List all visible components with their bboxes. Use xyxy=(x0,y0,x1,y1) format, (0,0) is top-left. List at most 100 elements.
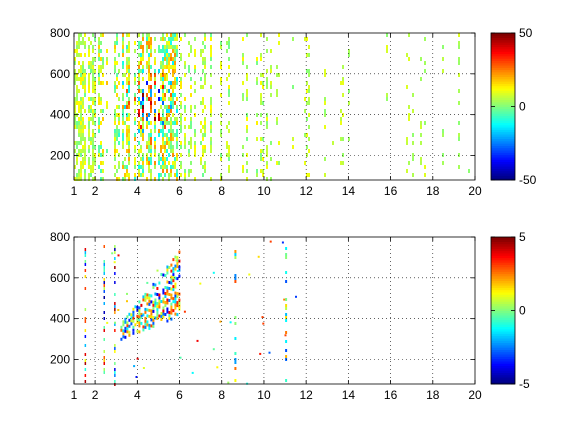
heatmap-cell xyxy=(162,309,165,313)
heatmap-cell xyxy=(158,281,161,285)
heatmap-cell xyxy=(202,41,204,45)
heatmap-cell xyxy=(150,294,153,298)
heatmap-cell xyxy=(200,157,202,161)
heatmap-cell xyxy=(122,133,124,137)
heatmap-cell xyxy=(158,89,160,93)
heatmap-cell xyxy=(158,302,161,306)
heatmap-cell xyxy=(146,302,149,306)
heatmap-cell xyxy=(142,89,144,93)
heatmap-cell xyxy=(180,57,182,61)
heatmap-cell xyxy=(168,81,170,85)
heatmap-cell xyxy=(136,357,139,360)
heatmap-cell xyxy=(116,177,118,181)
heatmap-cell xyxy=(122,145,124,149)
heatmap-cell xyxy=(142,313,145,317)
heatmap-cell xyxy=(84,260,87,263)
heatmap-cell xyxy=(140,101,142,105)
heatmap-cell xyxy=(162,157,164,161)
heatmap-cell xyxy=(154,292,157,296)
heatmap-cell xyxy=(122,49,124,53)
heatmap-cell xyxy=(92,73,94,77)
heatmap-cell xyxy=(246,153,248,157)
heatmap-cell xyxy=(219,320,222,323)
heatmap-cell xyxy=(126,77,128,81)
heatmap-cell xyxy=(234,256,237,259)
heatmap-cell xyxy=(118,117,120,121)
heatmap-cell xyxy=(266,49,268,53)
heatmap-cell xyxy=(162,97,164,101)
heatmap-cell xyxy=(76,49,78,53)
heatmap-cell xyxy=(190,117,192,121)
heatmap-cell xyxy=(166,109,168,113)
heatmap-cell xyxy=(164,57,166,61)
heatmap-cell xyxy=(162,300,165,304)
heatmap-cell xyxy=(128,125,130,129)
heatmap-cell xyxy=(172,37,174,41)
heatmap-cell xyxy=(126,137,128,141)
heatmap-cell xyxy=(128,157,130,161)
heatmap-cell xyxy=(266,121,268,125)
heatmap-cell xyxy=(158,113,160,117)
heatmap-cell xyxy=(98,129,100,133)
heatmap-cell xyxy=(80,101,82,105)
colorbar-step xyxy=(491,104,515,107)
heatmap-cell xyxy=(148,149,150,153)
heatmap-cell xyxy=(210,177,212,181)
heatmap-cell xyxy=(106,49,108,53)
heatmap-cell xyxy=(324,73,326,77)
colorbar-step xyxy=(491,95,515,98)
heatmap-cell xyxy=(256,121,258,125)
heatmap-cell xyxy=(128,318,131,322)
heatmap-cell xyxy=(234,250,237,253)
heatmap-cell xyxy=(202,149,204,153)
heatmap-cell xyxy=(84,141,86,145)
heatmap-cell xyxy=(128,173,130,177)
heatmap-cell xyxy=(138,312,141,316)
heatmap-cell xyxy=(84,359,87,362)
heatmap-cell xyxy=(176,292,179,296)
heatmap-cell xyxy=(174,77,176,81)
heatmap-cell xyxy=(234,280,237,283)
heatmap-cell xyxy=(150,45,152,49)
heatmap-cell xyxy=(156,311,159,314)
heatmap-cell xyxy=(202,49,204,53)
heatmap-cell xyxy=(458,61,460,65)
heatmap-cell xyxy=(138,165,140,169)
heatmap-cell xyxy=(120,337,123,341)
heatmap-cell xyxy=(118,177,120,181)
colorbar-tick-label: 50 xyxy=(519,26,533,40)
heatmap-cell xyxy=(228,89,230,93)
heatmap-cell xyxy=(160,173,162,177)
heatmap-cell xyxy=(140,165,142,169)
heatmap-cell xyxy=(172,258,175,262)
heatmap-cell xyxy=(176,270,179,272)
heatmap-cell xyxy=(285,349,288,352)
heatmap-cell xyxy=(92,113,94,117)
colorbar-step xyxy=(491,351,515,355)
heatmap-cell xyxy=(166,65,168,69)
heatmap-cell xyxy=(184,137,186,141)
heatmap-cell xyxy=(92,157,94,161)
heatmap-cell xyxy=(180,161,182,165)
heatmap-cell xyxy=(412,109,414,113)
heatmap-cell xyxy=(138,109,140,113)
heatmap-cell xyxy=(242,57,244,61)
heatmap-cell xyxy=(174,165,176,169)
heatmap-cell xyxy=(128,330,131,334)
heatmap-cell xyxy=(220,81,222,85)
heatmap-cell xyxy=(164,161,166,165)
heatmap-cell xyxy=(138,53,140,57)
heatmap-cell xyxy=(220,93,222,97)
heatmap-cell xyxy=(194,153,196,157)
heatmap-cell xyxy=(124,173,126,177)
colorbar-step xyxy=(491,150,515,153)
heatmap-cell xyxy=(270,69,272,73)
heatmap-cell xyxy=(210,49,212,53)
colorbar-step xyxy=(491,361,515,364)
heatmap-cell xyxy=(98,117,100,121)
heatmap-cell xyxy=(142,105,144,109)
heatmap-cell xyxy=(210,145,212,149)
heatmap-cell xyxy=(210,65,212,69)
heatmap-cell xyxy=(174,33,176,37)
heatmap-cell xyxy=(285,340,288,343)
